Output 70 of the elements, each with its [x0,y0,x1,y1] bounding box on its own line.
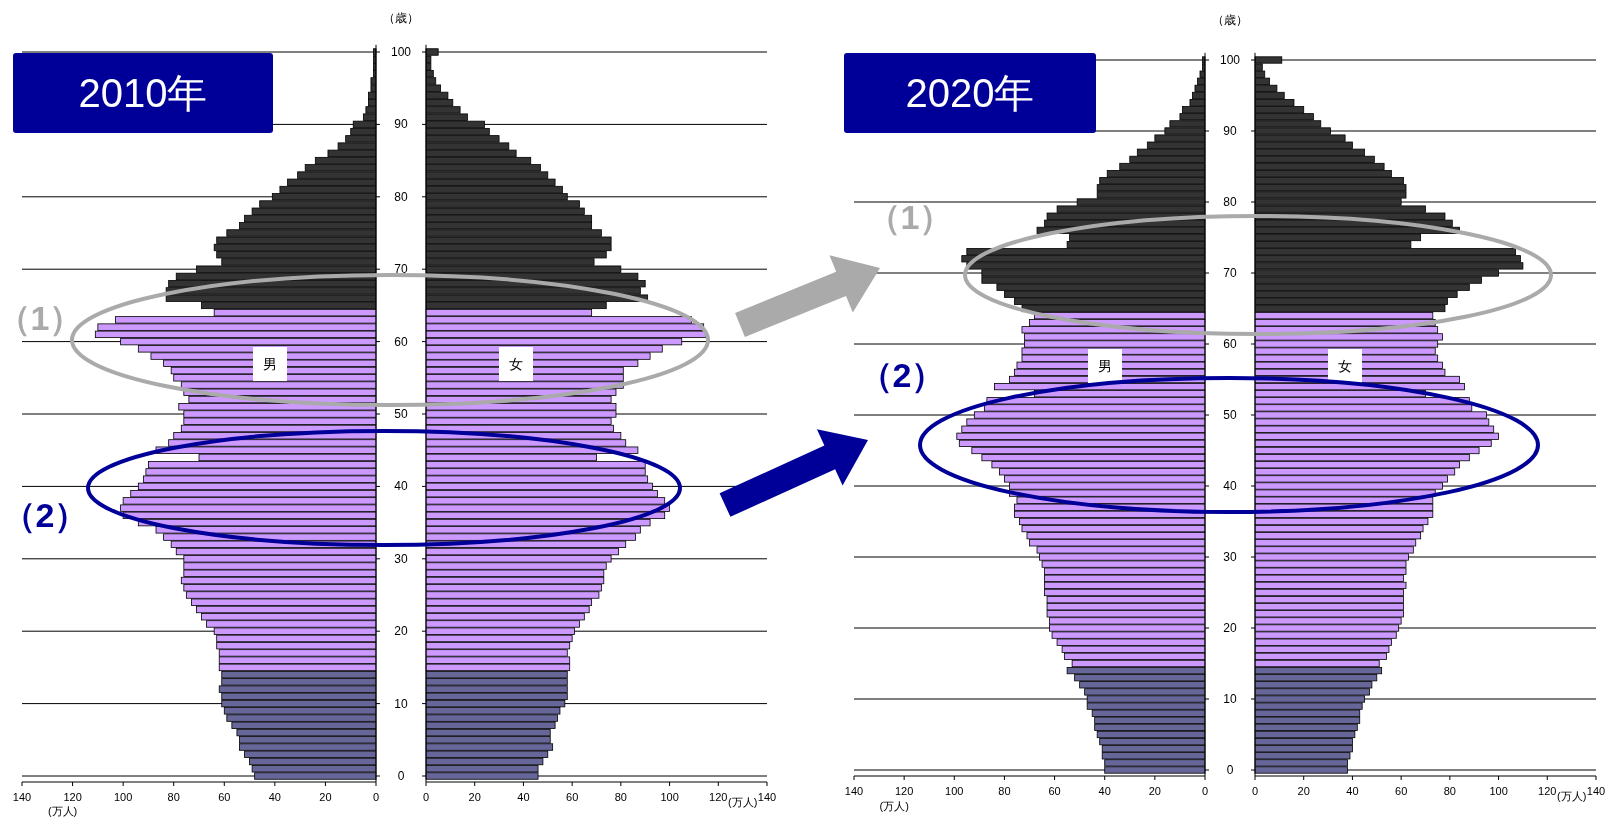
y-tick-label: 40 [394,479,408,494]
y-tick-label: 70 [394,262,408,277]
x-axis-title: (万人) [727,796,758,808]
annotation: 女 [1338,358,1352,374]
x-tick-label: 120 [1538,785,1557,797]
x-tick-label: 140 [1586,785,1606,797]
x-tick-label: 100 [113,791,133,803]
x-tick-label: 140 [844,785,864,797]
y-tick-label: 80 [394,189,408,204]
annotation: 男 [263,356,277,372]
y-tick-label: 30 [1223,550,1237,564]
x-axis-title: (万人) [47,805,78,817]
x-tick-label: 60 [566,791,579,803]
x-tick-label: 80 [614,791,627,803]
y-axis-title: （歳） [383,11,419,25]
y-tick-label: 20 [1223,621,1237,635]
y-tick-label: 90 [1223,124,1237,138]
annotation: （2） [858,356,946,394]
text: 2010年 [78,71,208,115]
text: 2020年 [905,71,1035,115]
y-tick-label: 0 [1226,763,1234,777]
y-tick-label: 30 [394,551,408,566]
x-tick-label: 80 [1443,785,1456,797]
x-tick-label: 20 [468,791,481,803]
x-tick-label: 120 [894,785,914,797]
annotation: 男 [1098,358,1112,374]
x-tick-label: 0 [372,791,380,803]
x-tick-label: 40 [517,791,530,803]
y-tick-label: 90 [394,117,408,132]
x-tick-label: 80 [167,791,180,803]
x-tick-label: 120 [709,791,728,803]
x-tick-label: 0 [1251,785,1259,797]
y-tick-label: 0 [397,769,405,783]
x-tick-label: 140 [12,791,32,803]
annotation: 女 [509,356,523,372]
x-tick-label: 120 [63,791,82,803]
y-tick-label: 80 [1223,195,1237,209]
annotation: （1） [866,198,954,236]
y-tick-label: 40 [1223,479,1237,493]
x-tick-label: 60 [1048,785,1061,797]
x-tick-label: 40 [268,791,281,803]
y-tick-label: 60 [1223,337,1237,351]
y-axis-title: （歳） [1212,13,1248,27]
x-axis-title: (万人) [879,800,909,812]
x-tick-label: 140 [757,791,777,803]
y-tick-label: 60 [394,334,408,349]
y-tick-label: 100 [390,45,412,59]
x-tick-label: 0 [1201,785,1209,797]
x-tick-label: 20 [1297,785,1310,797]
y-tick-label: 20 [394,624,408,639]
x-tick-label: 20 [319,791,332,803]
y-tick-label: 100 [1219,53,1241,67]
y-tick-label: 70 [1223,266,1237,280]
x-tick-label: 0 [422,791,430,803]
x-tick-label: 20 [1148,785,1161,797]
annotation: （2） [1,496,89,534]
annotation: （1） [0,299,84,337]
x-tick-label: 80 [998,785,1011,797]
x-tick-label: 60 [218,791,231,803]
y-tick-label: 50 [1223,408,1237,422]
x-tick-label: 100 [1489,785,1508,797]
y-tick-label: 50 [394,407,408,421]
x-tick-label: 100 [945,785,964,797]
x-tick-label: 100 [660,791,679,803]
y-tick-label: 10 [394,696,408,711]
x-tick-label: 40 [1346,785,1359,797]
x-tick-label: 60 [1395,785,1408,797]
y-tick-label: 10 [1223,692,1237,706]
x-axis-title: (万人) [1556,790,1587,802]
x-tick-label: 40 [1098,785,1111,797]
